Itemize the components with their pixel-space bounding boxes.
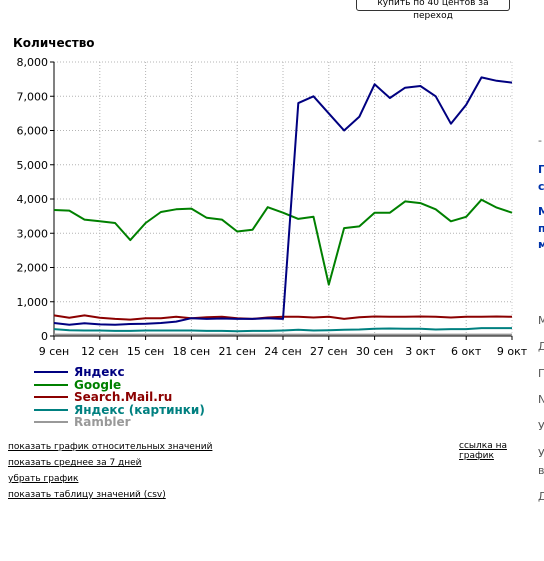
edge-glyph: - bbox=[538, 134, 542, 147]
x-tick-label: 21 сен bbox=[218, 345, 256, 358]
avg-7-days-link[interactable]: показать среднее за 7 дней bbox=[8, 458, 142, 468]
x-tick-label: 15 сен bbox=[127, 345, 165, 358]
y-tick-label: 4,000 bbox=[17, 193, 49, 206]
edge-glyph: П bbox=[538, 367, 544, 380]
legend-item-yandex-images: Яндекс (картинки) bbox=[34, 402, 205, 417]
x-tick-label: 30 сен bbox=[356, 345, 394, 358]
edge-glyph: п bbox=[538, 222, 544, 235]
buy-clicks-button[interactable]: купить по 40 центов за переход bbox=[356, 0, 510, 21]
legend-item-rambler: Rambler bbox=[34, 415, 205, 430]
show-table-link[interactable]: показать таблицу значений (csv) bbox=[8, 490, 166, 500]
chart-actions: показать график относительных значений п… bbox=[8, 441, 212, 505]
chart-legend: Яндекс Google Search.Mail.ru Яндекс (кар… bbox=[34, 365, 205, 430]
legend-label-yandex-images: Яндекс (картинки) bbox=[74, 402, 205, 417]
line-chart: 0 1,000 2,000 3,000 4,000 5,000 6,000 7,000 8,00… bbox=[17, 56, 528, 358]
remove-chart-link[interactable]: убрать график bbox=[8, 474, 79, 484]
y-tick-label: 7,000 bbox=[17, 90, 49, 103]
x-tick-label: 12 сен bbox=[81, 345, 119, 358]
x-tick-label: 9 сен bbox=[39, 345, 70, 358]
legend-item-mail: Search.Mail.ru bbox=[34, 390, 205, 405]
legend-label-mail: Search.Mail.ru bbox=[74, 390, 173, 405]
y-tick-label: 8,000 bbox=[17, 56, 49, 69]
legend-item-google: Google bbox=[34, 377, 205, 392]
x-tick-label: 18 сен bbox=[173, 345, 211, 358]
legend-label-rambler: Rambler bbox=[74, 415, 131, 430]
x-tick-label: 24 сен bbox=[264, 345, 302, 358]
relative-values-link[interactable]: показать график относительных значений bbox=[8, 442, 213, 452]
x-tick-label: 9 окт bbox=[497, 345, 528, 358]
x-tick-label: 6 окт bbox=[451, 345, 482, 358]
legend-swatch-yandex-images bbox=[34, 408, 68, 411]
edge-glyph: М bbox=[538, 205, 544, 218]
y-tick-label: 2,000 bbox=[17, 262, 49, 275]
legend-item-yandex: Яндекс bbox=[34, 365, 205, 380]
chart-title: Количество bbox=[13, 36, 95, 50]
x-tick-label: 27 сен bbox=[310, 345, 348, 358]
y-tick-label: 3,000 bbox=[17, 227, 49, 240]
chart-link[interactable]: ссылка на график bbox=[459, 441, 507, 461]
legend-swatch-yandex bbox=[34, 371, 68, 374]
edge-glyph: Д bbox=[538, 490, 544, 503]
edge-glyph: N bbox=[538, 393, 544, 406]
edge-glyph: м bbox=[538, 238, 544, 251]
y-tick-label: 5,000 bbox=[17, 159, 49, 172]
edge-glyph: М bbox=[538, 314, 544, 327]
series-line-0 bbox=[53, 76, 513, 326]
x-tick-label: 3 окт bbox=[405, 345, 436, 358]
y-tick-label: 6,000 bbox=[17, 125, 49, 138]
edge-glyph: У bbox=[538, 420, 544, 433]
legend-label-yandex: Яндекс bbox=[74, 365, 125, 380]
edge-glyph: У bbox=[538, 447, 544, 460]
legend-label-google: Google bbox=[74, 377, 122, 392]
series-line-1 bbox=[53, 198, 513, 286]
y-tick-label: 0 bbox=[41, 330, 48, 343]
legend-swatch-google bbox=[34, 383, 68, 386]
edge-glyph: в bbox=[538, 464, 544, 477]
y-tick-label: 1,000 bbox=[17, 296, 49, 309]
legend-swatch-mail bbox=[34, 396, 68, 399]
edge-glyph: П bbox=[538, 163, 544, 176]
series-line-3 bbox=[53, 327, 512, 333]
edge-glyph: с bbox=[538, 180, 544, 193]
edge-glyph: Д bbox=[538, 340, 544, 353]
legend-swatch-rambler bbox=[34, 421, 68, 424]
